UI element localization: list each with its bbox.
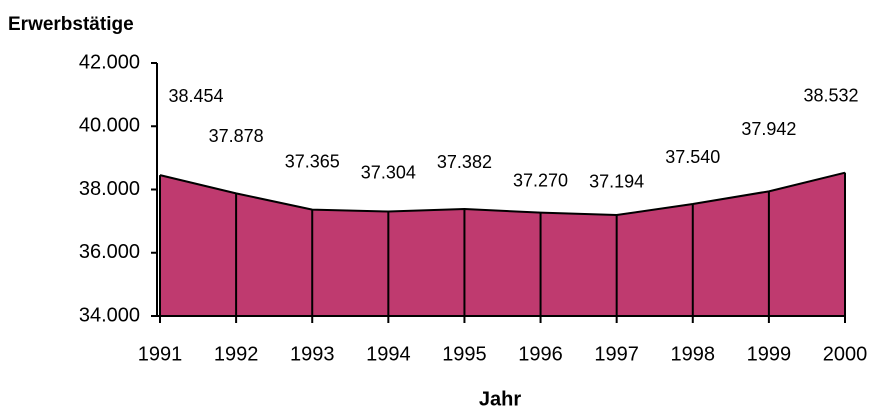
value-label: 37.365	[285, 151, 340, 171]
value-label: 37.382	[437, 152, 492, 172]
value-label: 38.454	[168, 86, 223, 106]
value-label: 37.304	[361, 162, 416, 182]
x-tick-label: 1998	[671, 343, 716, 365]
y-tick-label: 40.000	[79, 115, 140, 137]
x-tick-label: 1993	[290, 343, 335, 365]
x-tick-label: 1999	[747, 343, 792, 365]
value-label: 37.942	[741, 119, 796, 139]
y-tick-label: 38.000	[79, 178, 140, 200]
value-label: 37.878	[209, 126, 264, 146]
value-label: 37.540	[665, 147, 720, 167]
area-line	[159, 171, 846, 216]
value-label: 37.270	[513, 170, 568, 190]
y-tick-label: 36.000	[79, 241, 140, 263]
y-axis-title: Erwerbstätige	[8, 14, 134, 35]
x-tick-label: 1996	[518, 343, 563, 365]
x-tick-label: 1995	[442, 343, 487, 365]
value-label: 38.532	[803, 85, 858, 105]
x-tick-label: 1992	[214, 343, 259, 365]
value-label: 37.194	[589, 172, 644, 192]
y-tick-label: 34.000	[79, 304, 140, 326]
x-tick-label: 1991	[138, 343, 183, 365]
area	[160, 172, 845, 316]
x-tick-label: 1997	[594, 343, 639, 365]
y-tick-label: 42.000	[79, 51, 140, 73]
x-tick-label: 2000	[823, 343, 868, 365]
x-axis-title: Jahr	[479, 388, 521, 410]
x-tick-label: 1994	[366, 343, 411, 365]
